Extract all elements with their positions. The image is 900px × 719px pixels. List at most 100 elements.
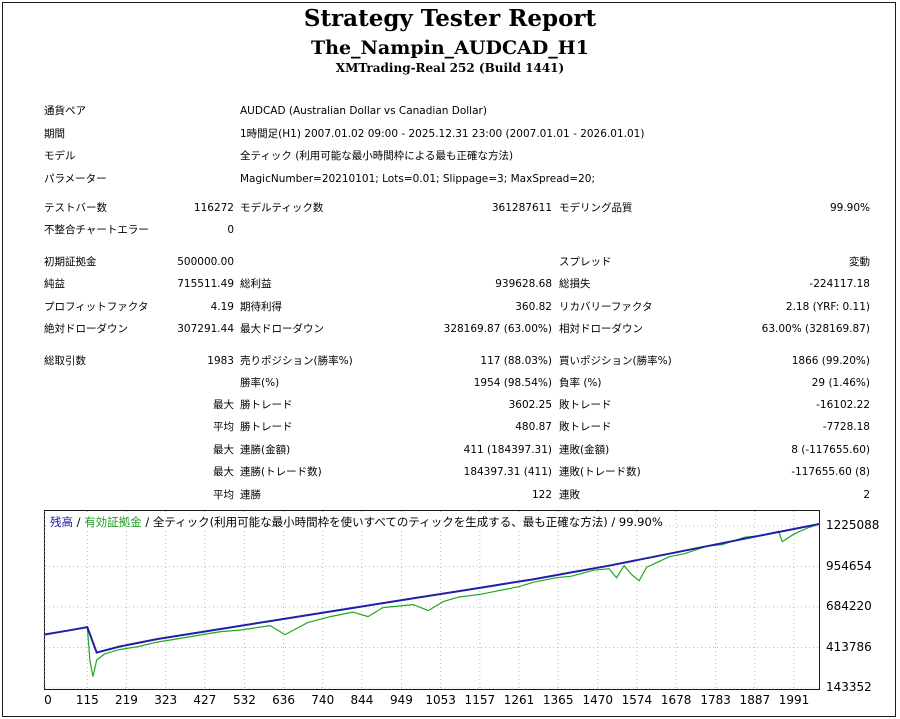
x-tick-label: 427	[193, 693, 217, 707]
y-tick-label: 684220	[826, 599, 872, 613]
label-mismatch: 不整合チャートエラー	[44, 224, 149, 236]
value-rel-drawdown: 63.00% (328169.87)	[761, 323, 870, 335]
label-expected-payoff: 期待利得	[240, 301, 282, 313]
info-label-symbol: 通貨ペア	[44, 105, 86, 117]
value-win-rate: 1954 (98.54%)	[473, 377, 552, 389]
x-tick-label: 1783	[700, 693, 731, 707]
x-tick-label: 1365	[542, 693, 574, 707]
label-avg-win: 勝トレード	[240, 421, 293, 433]
label-max-prefix: 最大	[213, 466, 234, 478]
balance-line	[43, 522, 821, 654]
label-avg-loss: 敗トレード	[559, 421, 612, 433]
label-spread: スプレッド	[559, 256, 612, 268]
label-largest-loss: 敗トレード	[559, 399, 612, 411]
x-tick-label: 1574	[621, 693, 653, 707]
label-avg-cons-wins: 連勝	[240, 489, 261, 501]
label-max-cons-wins-money: 連勝(金額)	[240, 444, 291, 456]
value-avg-win: 480.87	[515, 421, 552, 433]
value-abs-drawdown: 307291.44	[177, 323, 234, 335]
value-avg-loss: -7728.18	[822, 421, 870, 433]
x-tick-label: 1887	[739, 693, 771, 707]
info-value-params: MagicNumber=20210101; Lots=0.01; Slippag…	[240, 173, 595, 185]
value-max-cons-losses-count: -117655.60 (8)	[791, 466, 870, 478]
report-title: Strategy Tester Report	[303, 5, 597, 32]
y-tick-label: 1225088	[826, 518, 880, 532]
x-tick-label: 1678	[660, 693, 692, 707]
x-tick-label: 844	[350, 693, 374, 707]
label-max-cons-losses-money: 連敗(金額)	[559, 444, 610, 456]
label-net: 純益	[44, 278, 65, 290]
value-mismatch: 0	[227, 224, 234, 236]
x-tick-label: 0	[44, 693, 52, 707]
info-value-period: 1時間足(H1) 2007.01.02 09:00 - 2025.12.31 2…	[240, 128, 645, 140]
value-bars: 116272	[193, 202, 234, 214]
x-tick-label: 219	[115, 693, 138, 707]
x-tick-label: 740	[311, 693, 335, 707]
value-max-cons-wins-count: 184397.31 (411)	[463, 466, 552, 478]
value-recovery: 2.18 (YRF: 0.11)	[785, 301, 870, 313]
balance-chart	[43, 510, 821, 690]
x-tick-label: 1991	[778, 693, 810, 707]
value-loss-rate: 29 (1.46%)	[811, 377, 870, 389]
x-tick-label: 636	[272, 693, 296, 707]
value-gross-loss: -224117.18	[809, 278, 870, 290]
x-tick-label: 115	[75, 693, 99, 707]
y-tick-label: 143352	[826, 680, 872, 694]
value-ticks: 361287611	[491, 202, 552, 214]
y-tick-label: 413786	[826, 639, 872, 654]
label-gross-profit: 総利益	[240, 278, 272, 290]
label-total-trades: 総取引数	[44, 355, 86, 367]
legend-model: 全ティック(利用可能な最小時間枠を使いすべてのティックを生成する、最も正確な方法…	[152, 515, 608, 529]
value-short-positions: 117 (88.03%)	[480, 355, 552, 367]
legend-equity: 有効証拠金	[84, 515, 142, 529]
label-ticks: モデルティック数	[240, 202, 324, 214]
value-largest-win: 3602.25	[508, 399, 552, 411]
value-spread: 変動	[849, 256, 870, 268]
label-profit-factor: プロフィットファクタ	[44, 301, 149, 313]
label-rel-drawdown: 相対ドローダウン	[559, 323, 643, 335]
chart-legend: 残高 / 有効証拠金 / 全ティック(利用可能な最小時間枠を使いすべてのティック…	[48, 514, 665, 530]
value-profit-factor: 4.19	[210, 301, 234, 313]
label-short-positions: 売りポジション(勝率%)	[240, 355, 353, 367]
balance-chart-plot	[43, 510, 821, 690]
label-abs-drawdown: 絶対ドローダウン	[44, 323, 128, 335]
legend-separator: /	[607, 515, 619, 529]
value-max-drawdown: 328169.87 (63.00%)	[443, 323, 552, 335]
label-max-prefix: 最大	[213, 444, 234, 456]
label-bars: テストバー数	[44, 202, 107, 214]
server-build: XMTrading-Real 252 (Build 1441)	[335, 61, 565, 75]
info-label-params: パラメーター	[44, 173, 107, 185]
plot-border	[44, 510, 820, 690]
value-total-trades: 1983	[207, 355, 234, 367]
value-deposit: 500000.00	[177, 256, 234, 268]
x-tick-label: 1470	[582, 693, 614, 707]
label-win-rate: 勝率(%)	[240, 377, 280, 389]
value-max-cons-losses-money: 8 (-117655.60)	[791, 444, 870, 456]
label-long-positions: 買いポジション(勝率%)	[559, 355, 672, 367]
x-tick-label: 532	[232, 693, 256, 707]
legend-balance: 残高	[50, 515, 73, 529]
label-avg-cons-losses: 連敗	[559, 489, 580, 501]
value-net: 715511.49	[177, 278, 234, 290]
label-largest-win: 勝トレード	[240, 399, 293, 411]
value-gross-profit: 939628.68	[495, 278, 552, 290]
label-deposit: 初期証拠金	[44, 256, 97, 268]
label-max-prefix: 最大	[213, 399, 234, 411]
info-label-period: 期間	[44, 128, 65, 140]
value-avg-cons-losses: 2	[863, 489, 870, 501]
label-recovery: リカバリーファクタ	[559, 301, 653, 313]
label-max-drawdown: 最大ドローダウン	[240, 323, 324, 335]
legend-quality: 99.90%	[618, 515, 663, 529]
label-loss-rate: 負率 (%)	[559, 377, 602, 389]
y-tick-label: 954654	[826, 558, 872, 573]
x-tick-label: 323	[154, 693, 178, 707]
label-avg-prefix: 平均	[213, 421, 234, 433]
value-max-cons-wins-money: 411 (184397.31)	[463, 444, 552, 456]
label-max-cons-wins-count: 連勝(トレード数)	[240, 466, 322, 478]
value-quality: 99.90%	[829, 202, 870, 214]
label-max-cons-losses-count: 連敗(トレード数)	[559, 466, 641, 478]
value-avg-cons-wins: 122	[531, 489, 552, 501]
info-value-model: 全ティック (利用可能な最小時間枠による最も正確な方法)	[240, 150, 514, 162]
info-value-symbol: AUDCAD (Australian Dollar vs Canadian Do…	[240, 105, 487, 117]
